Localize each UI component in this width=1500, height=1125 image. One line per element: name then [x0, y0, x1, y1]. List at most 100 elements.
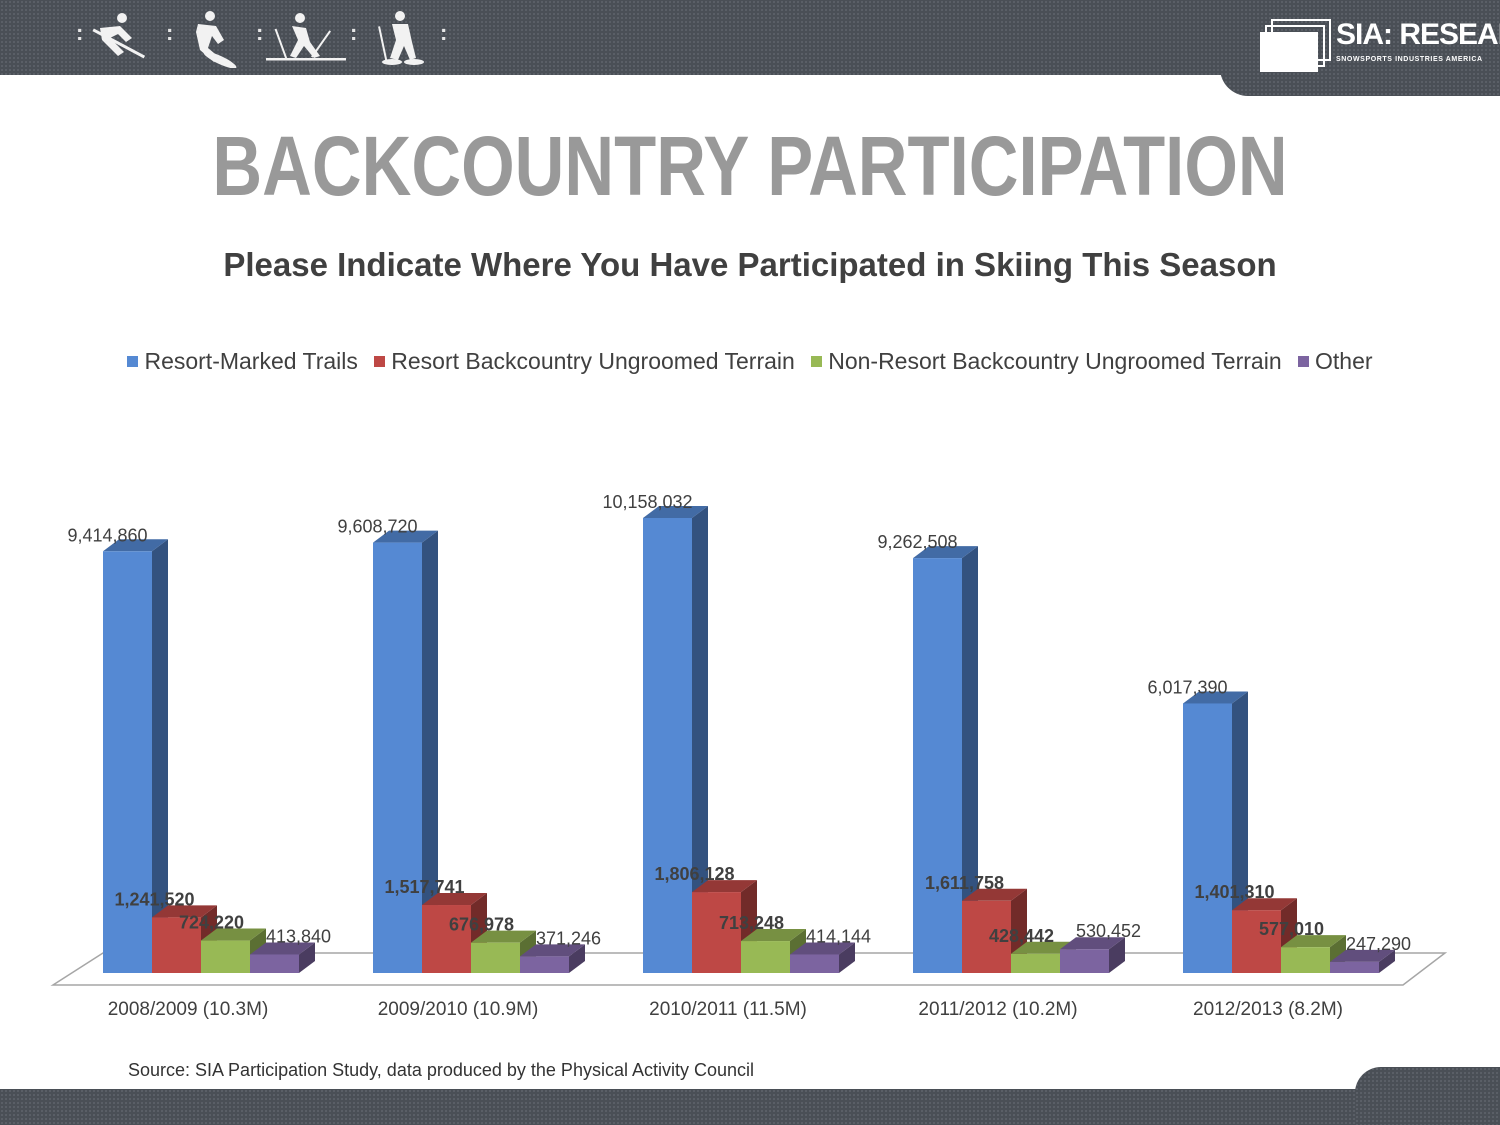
data-label: 414,144	[806, 926, 871, 946]
chart-legend: Resort-Marked Trails Resort Backcountry …	[0, 348, 1500, 375]
logo-text: SIA: RESEARCH	[1336, 18, 1500, 51]
bar-top	[152, 905, 217, 918]
snowboarder-icon	[196, 11, 237, 68]
skier-icon	[92, 13, 146, 59]
bar	[373, 542, 422, 973]
bar-top	[1011, 941, 1076, 954]
data-label: 1,401,310	[1194, 882, 1274, 902]
bar	[471, 942, 520, 973]
legend-item-other: Other	[1298, 348, 1373, 375]
logo-subtext: SNOWSPORTS INDUSTRIES AMERICA	[1336, 56, 1483, 63]
bar	[422, 905, 471, 973]
bar-top	[1330, 949, 1395, 962]
bar	[152, 917, 201, 973]
bar	[962, 900, 1011, 973]
bar-side	[839, 942, 855, 973]
data-label: 1,517,741	[384, 877, 464, 897]
data-label: 1,806,128	[654, 864, 734, 884]
category-label: 2008/2009 (10.3M)	[108, 999, 269, 1020]
bar-top	[913, 546, 978, 559]
bar-side	[962, 546, 978, 973]
footer-bar	[0, 1089, 1500, 1125]
bar-top	[471, 930, 536, 943]
bar-side	[692, 506, 708, 973]
bar-top	[103, 539, 168, 552]
data-label: 247,290	[1346, 934, 1411, 954]
bar-side	[299, 942, 315, 973]
data-label: 9,262,508	[877, 532, 957, 552]
legend-item-non-resort-backcountry: Non-Resort Backcountry Ungroomed Terrain	[811, 348, 1282, 375]
legend-label: Resort-Marked Trails	[144, 348, 358, 374]
source-note: Source: SIA Participation Study, data pr…	[128, 1060, 755, 1080]
bar-side	[1379, 949, 1395, 973]
bar-top	[520, 944, 585, 957]
folder-stack-icon	[1260, 19, 1331, 72]
bar-top	[741, 929, 806, 942]
legend-item-resort-marked-trails: Resort-Marked Trails	[127, 348, 358, 375]
data-label: 371,246	[536, 928, 601, 948]
bar-side	[152, 539, 168, 973]
bar-side	[1109, 937, 1125, 973]
bar-top	[962, 888, 1027, 901]
bar	[1183, 703, 1232, 973]
bar-top	[250, 942, 315, 955]
bar-side	[422, 530, 438, 973]
footer-corner	[1355, 1067, 1500, 1125]
bar	[692, 892, 741, 973]
data-label: 9,608,720	[337, 517, 417, 537]
bar	[643, 518, 692, 973]
cross-country-skier-icon	[266, 13, 346, 61]
bar	[1232, 910, 1281, 973]
category-label: 2010/2011 (11.5M)	[649, 999, 807, 1020]
bar	[790, 954, 839, 973]
data-label: 676,978	[449, 915, 514, 935]
legend-swatch	[127, 356, 139, 367]
legend-swatch	[374, 356, 386, 367]
separator: :	[166, 20, 174, 45]
category-label: 2012/2013 (8.2M)	[1193, 999, 1343, 1020]
legend-swatch	[1298, 356, 1309, 367]
separator: :	[440, 20, 448, 45]
bar	[1330, 961, 1379, 973]
bar-top	[373, 530, 438, 543]
data-label: 713,248	[719, 913, 784, 933]
bar	[103, 551, 152, 973]
category-label: 2009/2010 (10.9M)	[378, 999, 539, 1020]
bar-top	[1281, 935, 1346, 948]
bar-chart: 9,414,860 1,241,520 724,220 413,840 2008/200…	[50, 492, 1448, 1020]
data-label: 6,017,390	[1147, 677, 1227, 697]
activity-icons	[92, 11, 424, 68]
bar-top	[692, 880, 757, 893]
bar	[1011, 953, 1060, 973]
sia-research-logo: SIA: RESEARCH SNOWSPORTS INDUSTRIES AMER…	[1258, 18, 1500, 74]
bar	[520, 956, 569, 973]
bar-top	[201, 928, 266, 941]
legend-swatch	[811, 356, 823, 367]
data-label: 413,840	[266, 926, 331, 946]
bar	[201, 940, 250, 973]
snowshoer-icon	[378, 11, 424, 65]
data-label: 9,414,860	[67, 525, 147, 545]
separator: :	[256, 20, 264, 45]
legend-item-resort-backcountry: Resort Backcountry Ungroomed Terrain	[374, 348, 795, 375]
bar-top	[1060, 937, 1125, 950]
separator: :	[76, 20, 84, 45]
legend-label: Other	[1315, 348, 1373, 374]
legend-label: Resort Backcountry Ungroomed Terrain	[391, 348, 795, 374]
bar-top	[643, 506, 708, 518]
bar-top	[422, 893, 487, 906]
bar-top	[1232, 898, 1297, 911]
legend-label: Non-Resort Backcountry Ungroomed Terrain	[828, 348, 1282, 374]
data-label: 577,010	[1259, 919, 1324, 939]
data-label: 428,442	[989, 926, 1054, 946]
page-title: BACKCOUNTRY PARTICIPATION	[212, 119, 1288, 213]
bar-top	[1183, 691, 1248, 704]
category-label: 2011/2012 (10.2M)	[918, 999, 1077, 1020]
data-label: 1,611,758	[925, 873, 1004, 893]
bar	[913, 558, 962, 973]
data-label: 724,220	[179, 913, 244, 933]
chart-title: Please Indicate Where You Have Participa…	[223, 246, 1277, 283]
data-label: 1,241,520	[114, 889, 194, 909]
bar-side	[569, 944, 585, 973]
bar	[741, 941, 790, 973]
